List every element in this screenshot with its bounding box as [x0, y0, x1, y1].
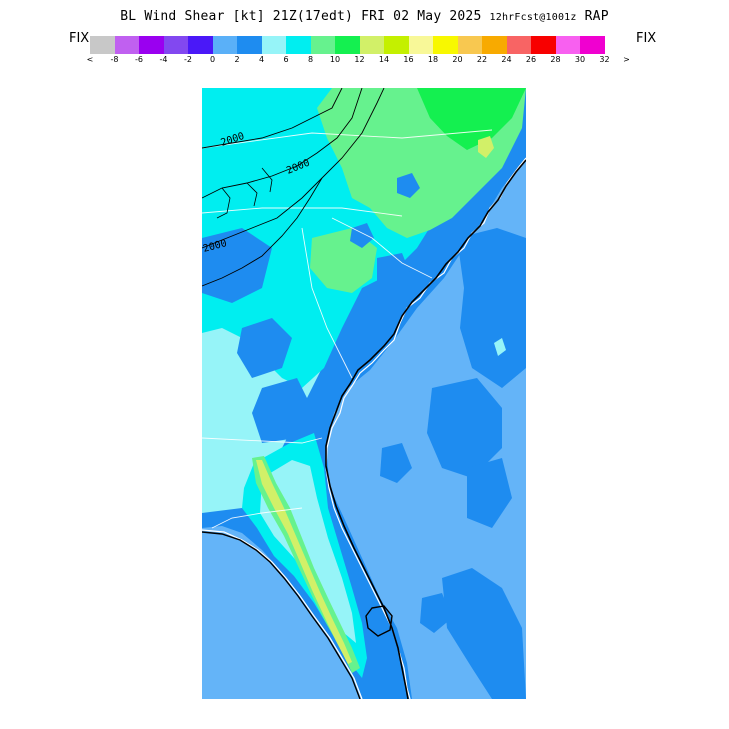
legend-tick-label: 4 [258, 55, 265, 64]
map-canvas: 2000 2000 2000 [202, 88, 526, 699]
interior-blue-cell-b [237, 318, 292, 378]
legend-tick-label: -4 [159, 55, 168, 64]
ocean-blue-patch-c [467, 458, 512, 528]
state-boundaries [202, 129, 493, 529]
legend-tick-label: -2 [184, 55, 192, 64]
ocean-blue-patch-a [457, 228, 526, 388]
legend-swatch [384, 36, 409, 54]
contour-line-c [202, 88, 385, 249]
legend-tick-label: 24 [501, 55, 512, 64]
legend-swatch [482, 36, 507, 54]
legend-swatch [531, 36, 556, 54]
color-legend [90, 36, 605, 54]
legend-tick-label: 20 [452, 55, 463, 64]
ocean-blue-patch-f [420, 593, 452, 633]
ocean-blue-patch-d [380, 443, 412, 483]
legend-swatch [139, 36, 164, 54]
legend-tick-label: 16 [403, 55, 414, 64]
legend-tick-label: 30 [574, 55, 586, 64]
contour-line-a [202, 88, 343, 149]
legend-swatch [286, 36, 311, 54]
interior-blue-cell-d [350, 223, 374, 248]
interior-blue-cell-a [202, 228, 272, 303]
map-title: BL Wind Shear [kt] 21Z(17edt) FRI 02 May… [0, 9, 729, 24]
lake-okeechobee [365, 605, 393, 637]
title-forecast: 12hrFcst@1001z [489, 12, 577, 23]
title-units: [kt] [232, 9, 265, 24]
interior-blue-cell-f [252, 378, 312, 443]
legend-swatch [359, 36, 384, 54]
coastline-outline [325, 159, 526, 699]
legend-tick-label: < [86, 55, 94, 64]
wind-shear-map: 2000 2000 2000 [202, 88, 526, 699]
legend-tick-label: 32 [599, 55, 610, 64]
legend-tick-label: 8 [307, 55, 314, 64]
interior-blue-cell-c [377, 253, 412, 298]
color-legend-ticks: < -8 -6 -4 -2 0 2 4 6 8 10 12 14 16 18 20 22 24 26 28 30 32 > [86, 55, 640, 67]
interior-blue-cell-e [397, 173, 420, 198]
contour-line-d [202, 177, 323, 287]
ocean-blue-patch-b [427, 378, 502, 478]
legend-tick-label: 2 [234, 55, 240, 64]
legend-tick-label: 0 [209, 55, 216, 64]
legend-swatch [90, 36, 115, 54]
fix-left-label: FIX [69, 31, 90, 46]
legend-tick-label: -8 [110, 55, 119, 64]
ocean-blue-patch-e [442, 568, 526, 699]
legend-swatch [457, 36, 482, 54]
legend-tick-label: 14 [378, 55, 390, 64]
legend-swatch [408, 36, 433, 54]
legend-tick-label: 18 [427, 55, 439, 64]
title-valid: 21Z(17edt) FRI 02 May 2025 [272, 9, 482, 24]
title-model: RAP [584, 9, 609, 24]
land-shear-bright-green [417, 88, 526, 150]
legend-tick-label: 26 [525, 55, 537, 64]
legend-tick-label: 10 [329, 55, 341, 64]
legend-swatch [555, 36, 580, 54]
legend-tick-label: 12 [354, 55, 365, 64]
land-shear-yellow-green [478, 136, 494, 158]
legend-tick-label: -6 [135, 55, 143, 64]
legend-swatch [114, 36, 139, 54]
contour-line-e [216, 167, 273, 219]
fix-right-label: FIX [636, 31, 657, 46]
ocean-light-cyan-spot [494, 338, 506, 356]
legend-swatch [212, 36, 237, 54]
legend-swatch [310, 36, 335, 54]
legend-swatch [237, 36, 262, 54]
legend-swatch [506, 36, 531, 54]
legend-swatch [188, 36, 213, 54]
legend-tick-label: 6 [283, 55, 289, 64]
legend-swatch [433, 36, 458, 54]
legend-tick-label: 22 [476, 55, 488, 64]
legend-tick-label: > [623, 55, 630, 64]
legend-swatch [580, 36, 605, 54]
contour-line-b [202, 88, 363, 199]
legend-swatch [163, 36, 188, 54]
legend-swatch [335, 36, 360, 54]
florida-west-outline [202, 531, 361, 699]
legend-swatch [261, 36, 286, 54]
title-product: BL Wind Shear [120, 9, 225, 24]
legend-tick-label: 28 [550, 55, 561, 64]
